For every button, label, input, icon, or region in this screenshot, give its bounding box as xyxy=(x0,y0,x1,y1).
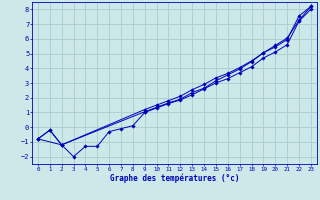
X-axis label: Graphe des températures (°c): Graphe des températures (°c) xyxy=(110,173,239,183)
